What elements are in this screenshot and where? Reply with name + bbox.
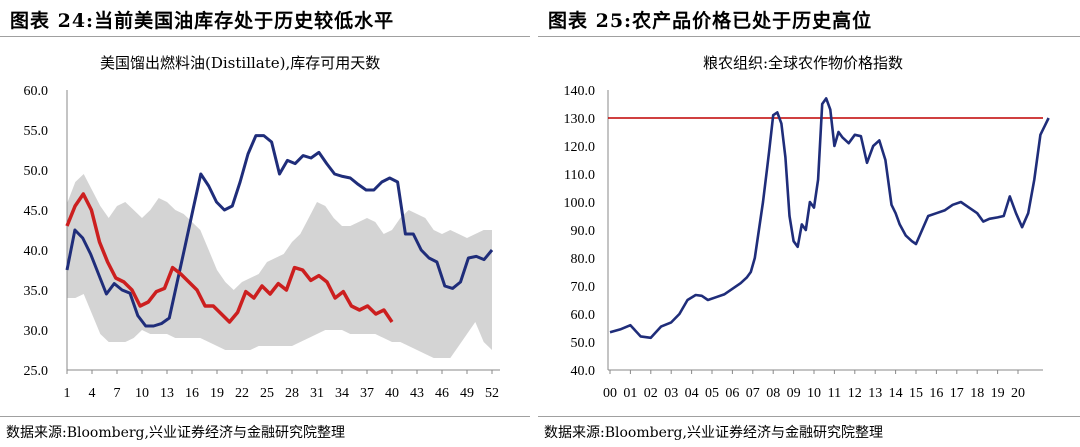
right-title-rule [538, 36, 1080, 37]
x-tick-label: 19 [210, 386, 224, 401]
x-tick-label: 37 [360, 386, 374, 401]
x-tick-label: 49 [460, 386, 474, 401]
y-tick-label: 55.0 [24, 124, 49, 139]
x-tick-label: 07 [746, 386, 760, 401]
x-tick-label: 43 [410, 386, 424, 401]
left-chart: 25.0 30.0 35.0 40.0 45.0 50.0 55.0 60.0 1 4 7 10 13 1… [24, 84, 500, 401]
x-tick-label: 7 [114, 386, 121, 401]
right-source-rule [538, 416, 1080, 417]
y-tick-label: 70.0 [571, 280, 596, 295]
y-tick-label: 35.0 [24, 284, 49, 299]
y-tick-label: 130.0 [564, 112, 596, 127]
x-tick-label: 12 [848, 386, 862, 401]
x-tick-label: 22 [235, 386, 249, 401]
x-tick-label: 10 [135, 386, 149, 401]
x-tick-label: 14 [889, 386, 903, 401]
x-tick-label: 16 [185, 386, 199, 401]
series-line-red [65, 192, 394, 324]
y-tick-label: 90.0 [571, 224, 596, 239]
x-tick-label: 05 [705, 386, 719, 401]
y-tick-label: 30.0 [24, 324, 49, 339]
x-tick-label: 01 [623, 386, 637, 401]
right-figure-panel: 图表 25:农产品价格已处于历史高位 粮农组织:全球农作物价格指数 40.0 50… [538, 0, 1080, 447]
y-tick-label: 40.0 [571, 364, 596, 379]
x-tick-label: 03 [664, 386, 678, 401]
left-figure-panel: 图表 24:当前美国油库存处于历史较低水平 美国馏出燃料油(Distillate… [0, 0, 530, 447]
x-tick-label: 16 [929, 386, 943, 401]
y-tick-label: 140.0 [564, 84, 596, 99]
left-title-rule [0, 36, 530, 37]
x-tick-label: 13 [160, 386, 174, 401]
series-line-crop-index [609, 97, 1050, 340]
y-tick-label: 40.0 [24, 244, 49, 259]
x-tick-label: 15 [909, 386, 923, 401]
right-source-note: 数据来源:Bloomberg,兴业证券经济与金融研究院整理 [544, 425, 883, 441]
x-tick-label: 02 [644, 386, 658, 401]
x-tick-label: 00 [603, 386, 617, 401]
y-tick-label: 110.0 [564, 168, 595, 183]
y-tick-label: 50.0 [24, 164, 49, 179]
right-chart-title: 粮农组织:全球农作物价格指数 [703, 54, 904, 72]
x-tick-label: 18 [970, 386, 984, 401]
y-tick-label: 45.0 [24, 204, 49, 219]
x-tick-label: 34 [335, 386, 349, 401]
x-tick-label: 11 [828, 386, 841, 401]
historical-range-band [67, 174, 492, 358]
left-source-rule [0, 416, 530, 417]
y-tick-label: 50.0 [571, 336, 596, 351]
right-chart: 40.0 50.0 60.0 70.0 80.0 90.0 100.0 110.0 120.0 1… [564, 84, 1050, 401]
right-figure-title: 图表 25:农产品价格已处于历史高位 [548, 10, 873, 32]
series-line-navy [65, 134, 494, 328]
x-tick-label: 31 [310, 386, 324, 401]
x-tick-label: 4 [89, 386, 96, 401]
x-tick-label: 08 [766, 386, 780, 401]
y-tick-label: 100.0 [564, 196, 596, 211]
x-tick-label: 52 [485, 386, 499, 401]
left-figure-title: 图表 24:当前美国油库存处于历史较低水平 [10, 10, 395, 32]
x-tick-label: 40 [385, 386, 399, 401]
x-tick-label: 09 [787, 386, 801, 401]
x-tick-label: 04 [685, 386, 699, 401]
x-tick-label: 19 [991, 386, 1005, 401]
x-tick-label: 28 [285, 386, 299, 401]
x-tick-label: 06 [725, 386, 739, 401]
x-tick-label: 10 [807, 386, 821, 401]
x-tick-label: 25 [260, 386, 274, 401]
y-tick-label: 80.0 [571, 252, 596, 267]
y-tick-label: 25.0 [24, 364, 49, 379]
x-tick-label: 46 [435, 386, 449, 401]
x-tick-label: 13 [868, 386, 882, 401]
x-tick-label: 20 [1011, 386, 1025, 401]
left-chart-title: 美国馏出燃料油(Distillate),库存可用天数 [100, 54, 381, 72]
y-tick-label: 120.0 [564, 140, 596, 155]
left-source-note: 数据来源:Bloomberg,兴业证券经济与金融研究院整理 [6, 425, 345, 441]
y-tick-label: 60.0 [571, 308, 596, 323]
x-tick-label: 17 [950, 386, 964, 401]
y-tick-label: 60.0 [24, 84, 49, 99]
x-tick-label: 1 [64, 386, 71, 401]
